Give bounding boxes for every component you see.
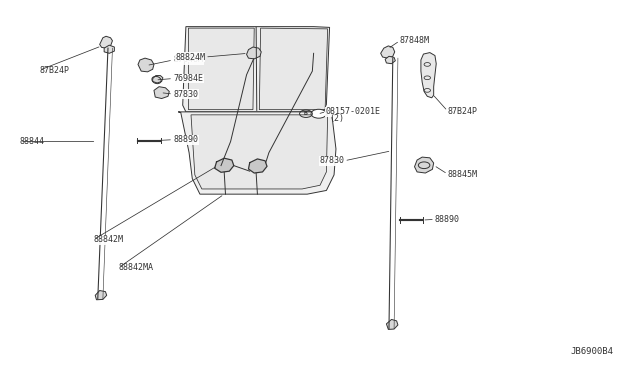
Text: 76984E: 76984E [173, 74, 203, 83]
Polygon shape [154, 87, 170, 99]
Polygon shape [248, 159, 267, 173]
Text: 87830: 87830 [173, 90, 198, 99]
Text: 88842M: 88842M [93, 235, 124, 244]
Text: 87848M: 87848M [400, 36, 430, 45]
Polygon shape [95, 291, 107, 300]
Text: 87B24P: 87B24P [39, 66, 69, 75]
Text: 87B24P: 87B24P [448, 107, 477, 116]
Text: 88890: 88890 [435, 215, 460, 224]
Polygon shape [415, 157, 434, 173]
Polygon shape [259, 28, 328, 110]
Polygon shape [191, 115, 328, 189]
Polygon shape [138, 58, 154, 72]
Polygon shape [188, 28, 254, 110]
Polygon shape [214, 158, 234, 172]
Text: 87830: 87830 [319, 156, 344, 165]
Polygon shape [178, 112, 336, 194]
Text: 88844: 88844 [20, 137, 45, 146]
Polygon shape [421, 52, 436, 98]
Polygon shape [104, 45, 115, 53]
Circle shape [311, 109, 326, 118]
Text: 88824M: 88824M [175, 52, 205, 61]
Text: 88845M: 88845M [448, 170, 477, 179]
Polygon shape [153, 76, 163, 83]
Text: 87848M: 87848M [173, 55, 203, 64]
Polygon shape [387, 320, 398, 330]
Polygon shape [246, 47, 261, 59]
Polygon shape [100, 36, 113, 48]
Polygon shape [385, 56, 396, 64]
Text: 88842MA: 88842MA [119, 263, 154, 272]
Text: 88890: 88890 [173, 135, 198, 144]
Polygon shape [182, 27, 330, 112]
Text: 08157-0201E: 08157-0201E [325, 108, 380, 116]
Polygon shape [381, 46, 395, 58]
Text: B: B [304, 111, 308, 116]
Text: (2): (2) [330, 114, 344, 123]
Text: JB6900B4: JB6900B4 [571, 347, 614, 356]
